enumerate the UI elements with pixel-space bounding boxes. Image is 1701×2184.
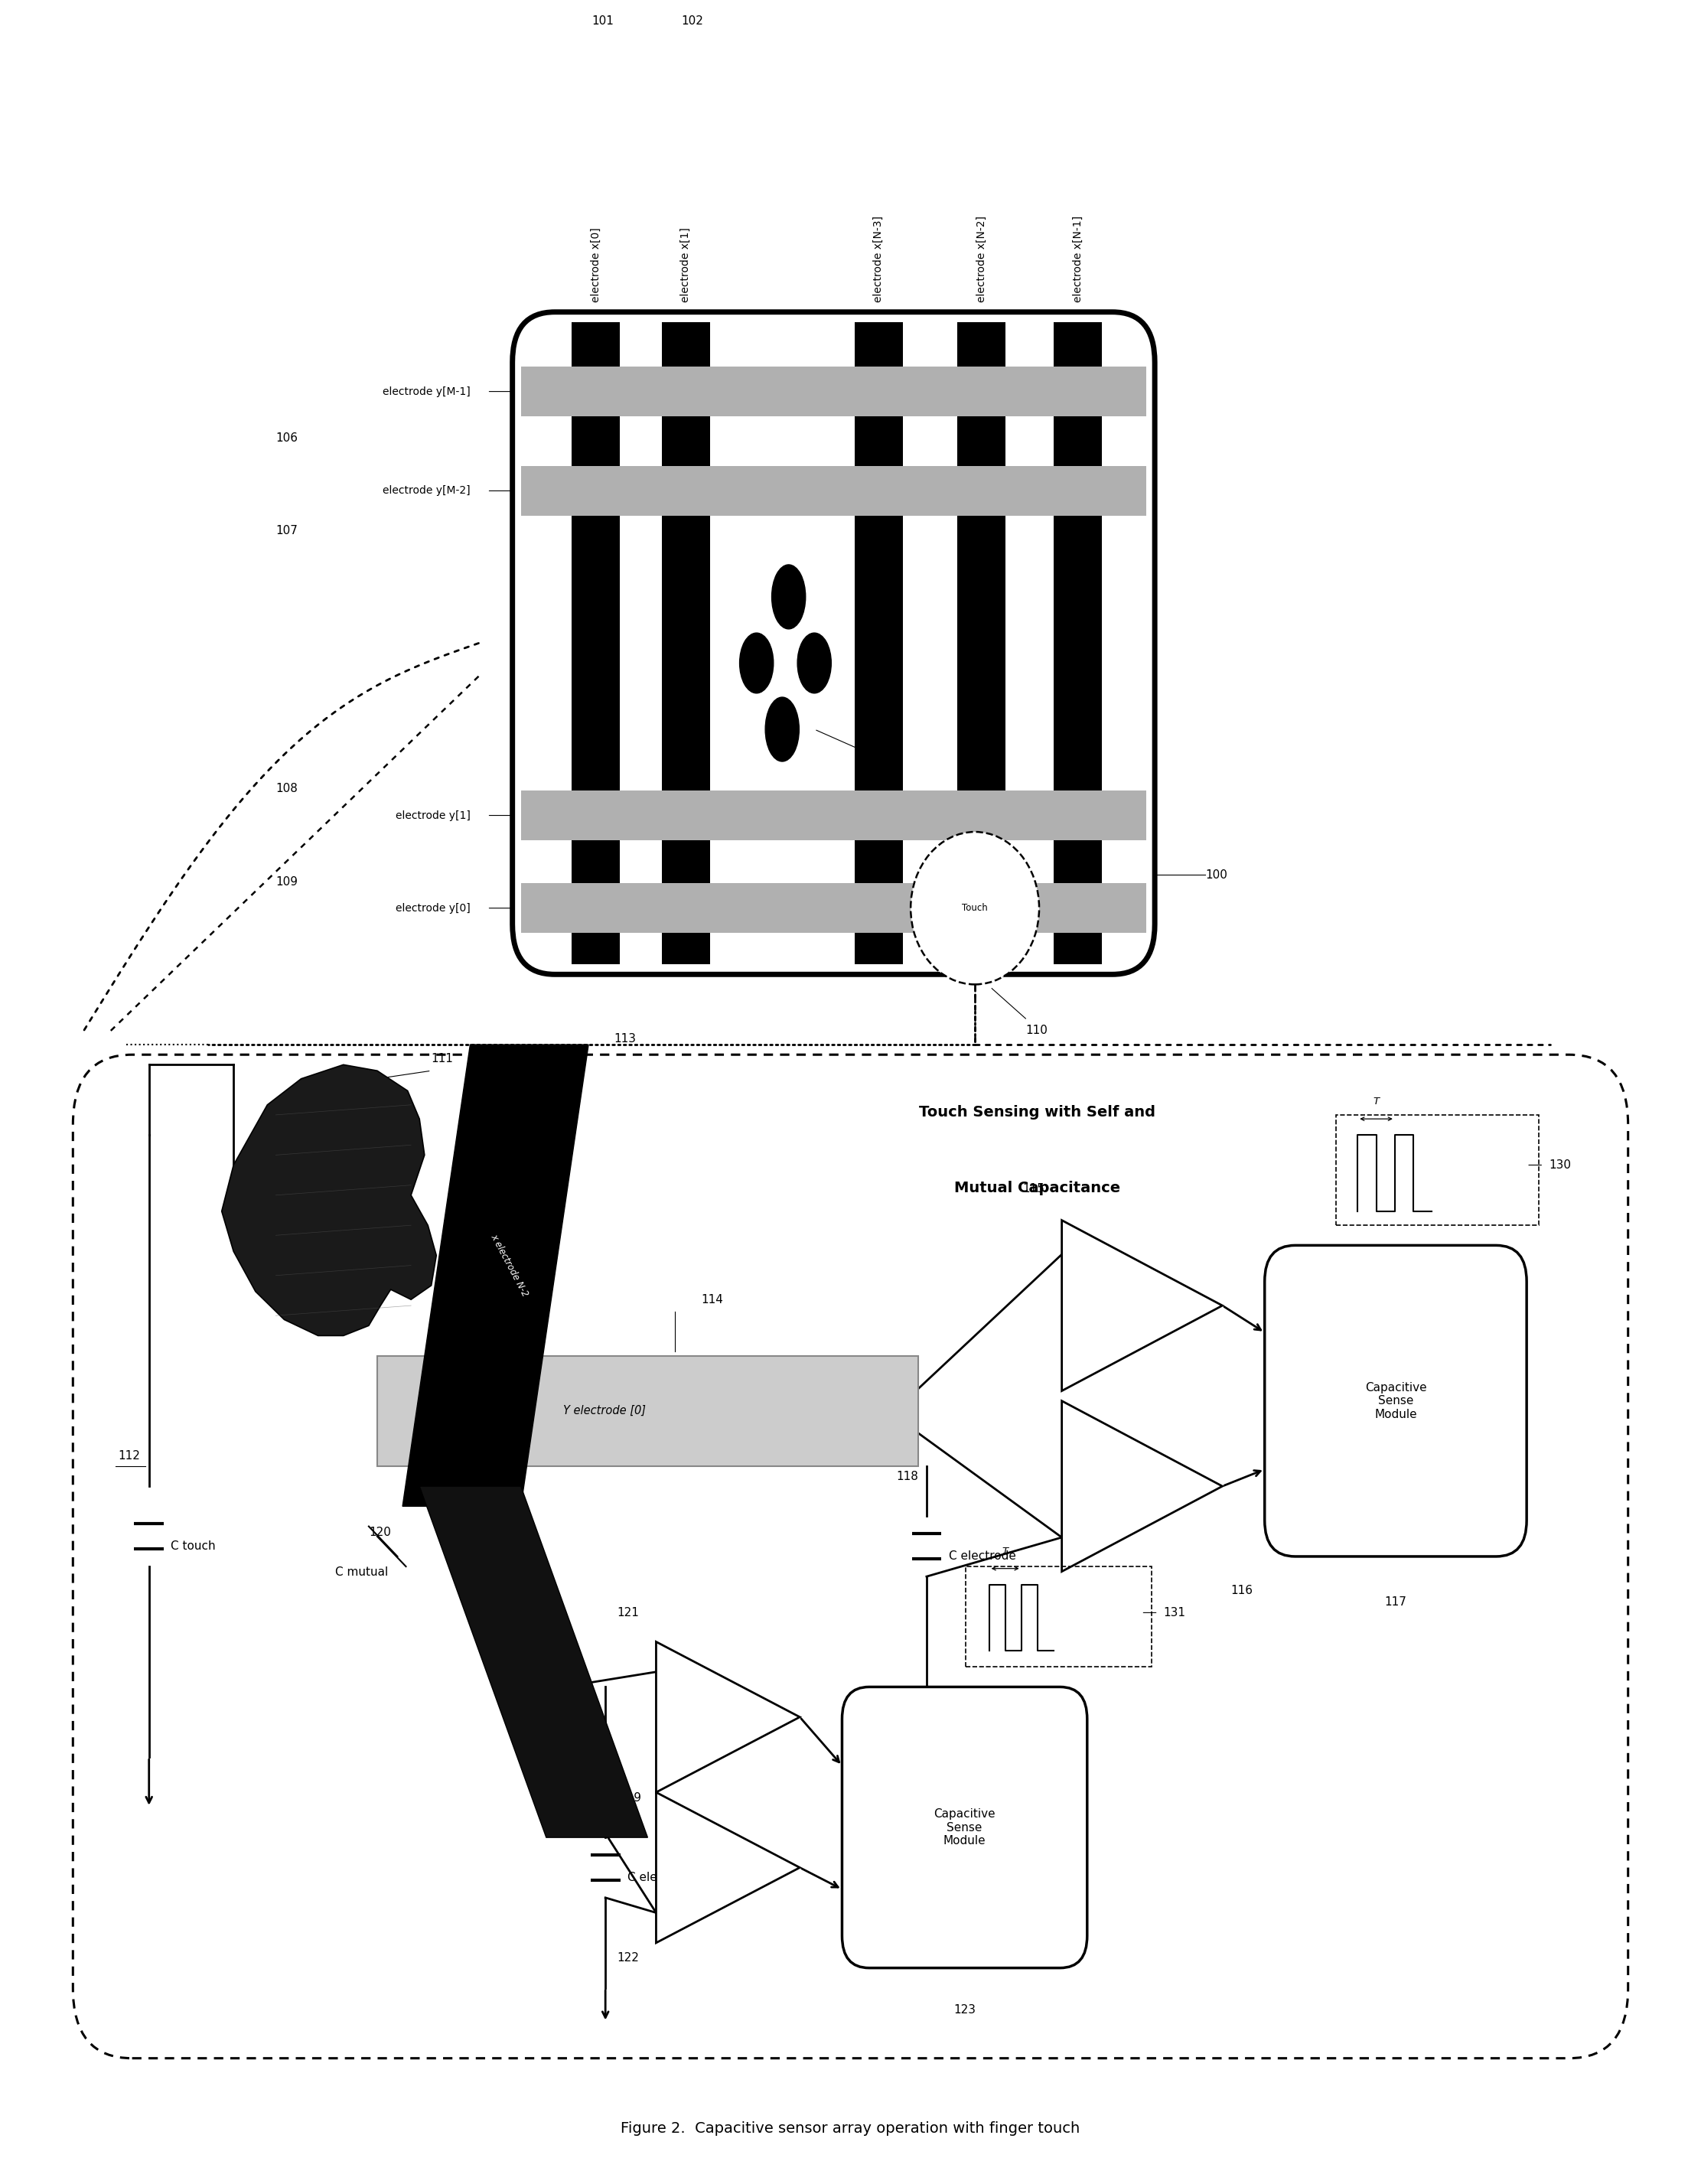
Text: electrode x[1]: electrode x[1] [680,227,691,301]
Text: 122: 122 [617,1952,640,1963]
Text: Capacitive
Sense
Module: Capacitive Sense Module [934,1808,995,1845]
Text: TX
Electrode
Driver: TX Electrode Driver [1118,1280,1167,1313]
Bar [1053,321,1102,965]
Bar [521,465,1146,515]
Text: 131: 131 [1163,1607,1186,1618]
Text: 100: 100 [1206,869,1228,880]
Text: C electrode: C electrode [628,1872,694,1883]
Polygon shape [657,1642,799,1793]
Text: 113: 113 [614,1033,636,1044]
Polygon shape [221,1066,437,1337]
Text: T: T [1373,1096,1380,1107]
FancyBboxPatch shape [512,312,1155,974]
Bar [378,1356,919,1465]
Text: 114: 114 [701,1295,723,1306]
FancyBboxPatch shape [1264,1245,1527,1557]
Text: RX
Electrode
Receiver: RX Electrode Receiver [1118,1459,1167,1492]
Polygon shape [1061,1221,1223,1391]
Text: 101: 101 [592,15,614,26]
Text: Touch Sensing with Self and: Touch Sensing with Self and [919,1105,1155,1120]
Text: electrode x[N-3]: electrode x[N-3] [873,216,885,301]
Text: 1: 1 [859,743,866,756]
Bar [966,1566,1152,1666]
Text: 121: 121 [617,1607,640,1618]
Text: 110: 110 [1026,1024,1048,1035]
Bar [854,321,903,965]
Text: electrode x[0]: electrode x[0] [590,227,600,301]
Text: 130: 130 [1548,1160,1570,1171]
Bar [521,791,1146,841]
Bar [572,321,621,965]
Text: T: T [1002,1546,1009,1557]
Text: Y electrode [0]: Y electrode [0] [563,1404,646,1417]
Polygon shape [657,1793,799,1944]
Text: 118: 118 [896,1470,919,1483]
Bar [521,791,1146,841]
Text: 123: 123 [954,2005,976,2016]
Text: electrode y[1]: electrode y[1] [395,810,469,821]
Text: 107: 107 [276,524,298,537]
Polygon shape [420,1485,648,1837]
Bar [1335,1114,1538,1225]
Bar [521,367,1146,417]
Text: electrode y[M-1]: electrode y[M-1] [383,387,469,397]
Ellipse shape [740,633,774,692]
Bar [662,321,709,965]
Text: Touch: Touch [963,904,988,913]
Text: 115: 115 [1022,1184,1044,1195]
Text: TX
Electrode
Driver: TX Electrode Driver [704,1690,752,1723]
Text: C electrode: C electrode [949,1551,1015,1562]
FancyBboxPatch shape [73,1055,1628,2057]
Ellipse shape [765,697,799,762]
Text: electrode y[M-2]: electrode y[M-2] [383,485,469,496]
Text: 117: 117 [1385,1597,1407,1607]
Text: Capacitive
Sense
Module: Capacitive Sense Module [1364,1382,1427,1420]
Text: x electrode N-2: x electrode N-2 [488,1232,529,1299]
Text: 116: 116 [1232,1586,1254,1597]
Bar [521,367,1146,417]
Text: Figure 2.  Capacitive sensor array operation with finger touch: Figure 2. Capacitive sensor array operat… [621,2121,1080,2136]
Text: 102: 102 [682,15,704,26]
Text: C mutual: C mutual [335,1566,388,1579]
Circle shape [910,832,1039,985]
Text: 120: 120 [369,1527,391,1538]
Text: Mutual Capacitance: Mutual Capacitance [954,1182,1121,1195]
Bar [521,882,1146,933]
Polygon shape [403,1044,589,1507]
Bar [521,465,1146,515]
Text: 109: 109 [276,876,298,887]
Ellipse shape [772,566,806,629]
Text: 106: 106 [276,432,298,443]
Text: 108: 108 [276,784,298,795]
Polygon shape [1061,1400,1223,1572]
Text: electrode x[N-2]: electrode x[N-2] [976,216,987,301]
Bar [958,321,1005,965]
Ellipse shape [798,633,832,692]
Text: electrode x[N-1]: electrode x[N-1] [1072,216,1084,301]
Text: 112: 112 [119,1450,141,1461]
Text: C touch: C touch [172,1540,216,1553]
Text: 119: 119 [619,1791,641,1804]
Bar [521,882,1146,933]
Text: RX
Electrode
Receiver: RX Electrode Receiver [704,1841,752,1874]
Text: 111: 111 [432,1053,454,1066]
FancyBboxPatch shape [842,1686,1087,1968]
Text: electrode y[0]: electrode y[0] [395,902,469,913]
